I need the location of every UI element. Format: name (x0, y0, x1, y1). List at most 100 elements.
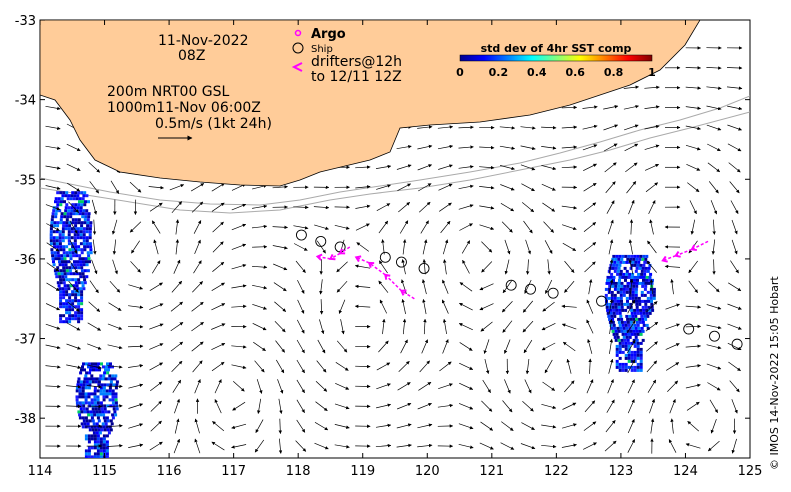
y-tick-label: -33 (15, 14, 36, 29)
current-vector (541, 183, 556, 191)
current-vector (375, 423, 392, 428)
current-vector (211, 323, 226, 330)
current-vector (628, 199, 635, 215)
current-vector (561, 323, 577, 330)
current-vector (175, 219, 180, 235)
current-vector (87, 322, 102, 331)
current-vector (562, 423, 577, 429)
current-vector (149, 323, 164, 330)
current-vector (668, 439, 677, 453)
current-vector (627, 379, 635, 394)
current-vector (686, 163, 701, 171)
current-vector (479, 145, 495, 150)
current-vector (605, 181, 616, 194)
current-vector (707, 162, 721, 173)
current-vector (254, 439, 265, 453)
current-vector (706, 344, 722, 350)
current-vector (211, 282, 225, 291)
current-vector (421, 279, 427, 295)
current-vector (646, 360, 658, 373)
current-vector (647, 240, 657, 254)
current-vector (193, 260, 202, 274)
current-vector (296, 419, 306, 433)
current-vector (129, 181, 142, 193)
ship-position (596, 295, 607, 307)
land-mass (40, 20, 701, 187)
current-vector (727, 143, 742, 152)
current-vector (378, 280, 389, 293)
x-tick-label: 120 (415, 464, 440, 479)
current-vector (582, 124, 598, 130)
current-vector (609, 338, 614, 354)
x-tick-label: 117 (221, 464, 246, 479)
current-vector (275, 359, 285, 374)
current-vector (355, 223, 370, 231)
current-vector (583, 222, 597, 232)
current-vector (685, 144, 701, 151)
current-vector (231, 345, 247, 349)
current-vector (111, 219, 118, 235)
current-vector (418, 381, 432, 391)
current-vector (728, 162, 741, 173)
current-vector (46, 242, 60, 252)
current-vector (174, 398, 180, 414)
current-vector (524, 379, 532, 394)
current-vector (131, 240, 140, 254)
y-tick-label: -38 (15, 412, 36, 427)
current-vector (296, 399, 305, 414)
drifter-marker-icon (291, 62, 303, 72)
ship-position (295, 229, 307, 241)
current-vector (278, 398, 283, 414)
current-vector (46, 282, 60, 291)
current-vector (319, 279, 323, 295)
current-vector (504, 339, 511, 354)
current-vector (564, 260, 575, 273)
current-vector (437, 125, 454, 129)
current-vector (562, 402, 577, 410)
current-vector (587, 338, 593, 354)
current-vector (417, 423, 433, 429)
current-vector (193, 220, 202, 234)
current-vector (541, 342, 556, 351)
current-vector (86, 404, 103, 409)
current-vector (256, 398, 262, 414)
current-vector (542, 301, 555, 312)
current-vector (685, 125, 701, 131)
current-vector (438, 383, 453, 390)
current-vector (314, 224, 329, 230)
current-vector (731, 399, 738, 414)
current-vector (170, 341, 184, 352)
current-vector (92, 219, 97, 235)
current-vector (541, 424, 557, 429)
current-vector (665, 343, 680, 350)
current-vector (375, 164, 392, 169)
current-vector (402, 318, 407, 335)
current-vector (45, 204, 61, 211)
current-vector (711, 239, 716, 255)
current-vector (542, 202, 556, 212)
current-vector (481, 261, 493, 273)
ship-position (379, 251, 391, 263)
current-vector (459, 342, 473, 351)
current-vector (458, 443, 474, 449)
current-vector (727, 105, 743, 111)
credit-text: © IMOS 14-Nov-2022 15:05 Hobart (768, 276, 781, 470)
current-vector (604, 162, 617, 173)
current-vector (623, 124, 639, 131)
current-vector (336, 280, 348, 293)
current-vector (645, 321, 659, 332)
current-vector (685, 364, 701, 368)
current-vector (541, 403, 557, 410)
current-vector (480, 321, 493, 332)
current-vector (296, 379, 305, 394)
current-vector (688, 280, 698, 293)
current-vector (67, 301, 80, 312)
current-vector (561, 125, 578, 129)
current-vector (45, 145, 61, 150)
current-vector (128, 423, 144, 429)
current-vector (273, 263, 288, 271)
current-vector (171, 280, 183, 293)
current-vector (170, 301, 183, 312)
current-vector (708, 281, 720, 293)
current-vector (484, 359, 490, 375)
